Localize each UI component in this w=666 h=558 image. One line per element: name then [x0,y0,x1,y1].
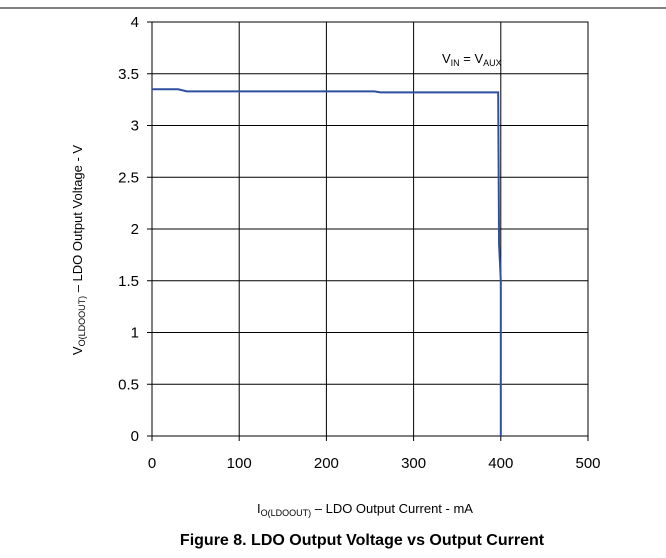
y-tick-label: 2 [131,221,139,238]
annotation-label: VIN = VAUX [442,51,502,68]
y-tick-labels: 0 0.5 1 1.5 2 2.5 3 3.5 4 [118,14,139,445]
x-tick-label: 100 [227,455,252,472]
y-tick-label: 1.5 [118,273,139,290]
axis-ticks [147,21,589,441]
y-axis-label: VO(LDOOUT) – LDO Output Voltage - V [70,145,87,356]
x-tick-label: 400 [488,455,513,472]
y-tick-label: 1 [131,325,139,342]
x-tick-labels: 0 100 200 300 400 500 [148,455,601,472]
x-tick-label: 500 [575,455,600,472]
series-line [152,88,502,436]
gridlines [151,21,589,437]
x-tick-label: 0 [148,455,156,472]
y-tick-label: 2.5 [118,169,139,186]
figure-caption: Figure 8. LDO Output Voltage vs Output C… [180,532,545,549]
y-tick-label: 0.5 [118,376,139,393]
data-series [152,88,502,436]
x-axis-label: IO(LDOOUT) – LDO Output Current - mA [257,501,473,518]
y-tick-label: 4 [131,14,139,31]
y-tick-label: 3.5 [118,66,139,83]
y-tick-label: 0 [131,428,139,445]
x-tick-label: 200 [314,455,339,472]
y-tick-label: 3 [131,118,139,135]
x-tick-label: 300 [401,455,426,472]
